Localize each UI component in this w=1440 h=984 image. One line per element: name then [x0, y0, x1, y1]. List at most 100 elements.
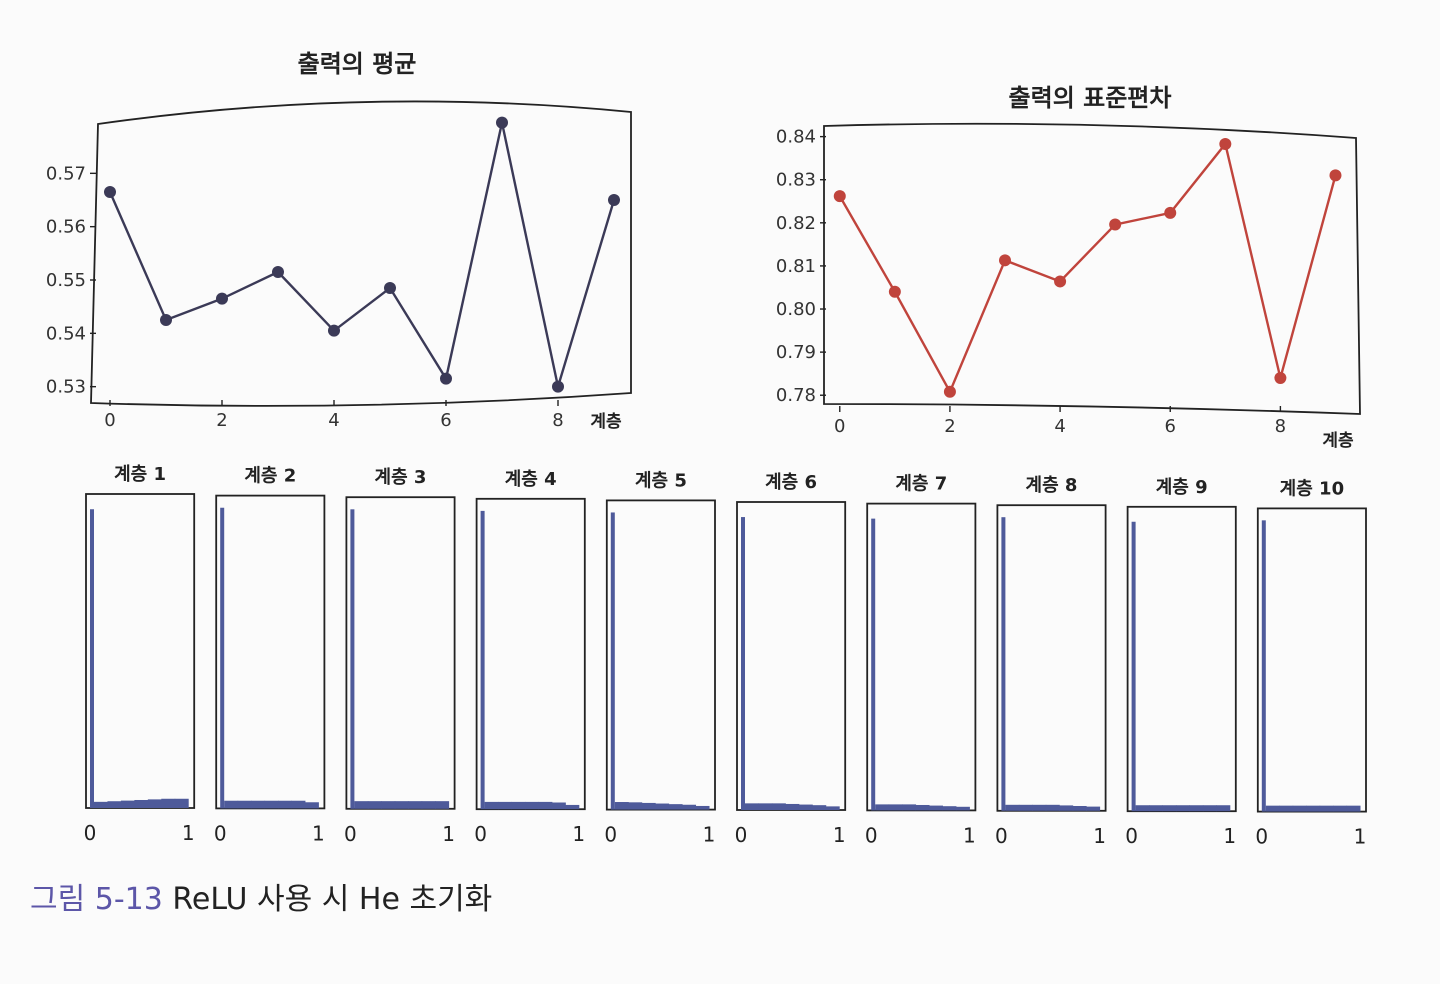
series-line	[108, 122, 616, 388]
histogram-bar	[1135, 805, 1150, 812]
histogram-bar	[291, 800, 306, 809]
data-point	[384, 282, 396, 294]
x-tick-label: 0	[104, 410, 115, 431]
histogram-bar	[1059, 805, 1074, 811]
histogram-title: 계층 3	[375, 467, 427, 488]
histogram-bar	[741, 517, 745, 810]
histogram-bar	[484, 801, 499, 810]
histogram-frame	[605, 499, 716, 811]
histogram-x-tick-label: 1	[1354, 825, 1367, 849]
histogram-bar	[1265, 805, 1280, 812]
histogram-panel: 계층 2 0 1	[214, 466, 326, 845]
histogram-bar	[695, 805, 710, 810]
data-point	[552, 380, 564, 393]
histogram-bar	[220, 507, 225, 809]
data-point	[833, 190, 846, 203]
histogram-x-tick-label: 1	[1223, 824, 1236, 848]
histogram-panel: 계층 6 0 1	[735, 472, 847, 847]
histogram-bar	[350, 509, 355, 809]
histogram-bar	[1216, 805, 1231, 812]
histogram-title: 계층 10	[1280, 478, 1344, 499]
histogram-bar	[498, 801, 513, 810]
histogram-bar	[1175, 805, 1190, 812]
histogram-x-tick-label: 0	[474, 822, 487, 846]
histogram-bar	[381, 801, 396, 809]
histogram-frame	[215, 494, 326, 810]
data-point	[216, 292, 228, 305]
histogram-bar	[1306, 805, 1321, 812]
data-point	[496, 116, 508, 129]
histogram-x-tick-label: 1	[833, 823, 846, 847]
histogram-x-tick-label: 1	[442, 822, 455, 846]
data-point	[1274, 371, 1287, 384]
histogram-x-tick-label: 0	[1125, 824, 1138, 848]
figure-caption: 그림 5-13 ReLU 사용 시 He 초기화	[30, 874, 492, 918]
histogram-bar	[1149, 805, 1164, 812]
histogram-bar	[1319, 805, 1334, 812]
y-tick-label: 0.81	[776, 256, 816, 277]
histogram-bar	[120, 800, 135, 808]
data-point	[1329, 169, 1342, 182]
histogram-bar	[1131, 521, 1136, 812]
histogram-x-tick-label: 0	[995, 824, 1008, 848]
y-tick-label: 0.53	[46, 377, 86, 398]
histogram-bar	[785, 803, 800, 810]
histogram-panel: 계층 7 0 1	[865, 474, 977, 847]
histogram-x-tick-label: 0	[604, 823, 617, 847]
histogram-bar	[1292, 805, 1307, 812]
histogram-panel: 계층 3 0 1	[344, 467, 456, 846]
histogram-bar	[745, 803, 759, 810]
histogram-bar	[875, 804, 890, 811]
data-point	[608, 194, 620, 206]
histogram-bar	[524, 801, 539, 810]
histogram-bar	[929, 805, 943, 811]
histogram-bar	[1072, 806, 1087, 811]
y-tick-label: 0.55	[46, 270, 86, 291]
mean-line-chart: 출력의 평균 0.53 0.54 0.55 0.56 0.57 0 2 4 6 8 계층	[46, 50, 632, 432]
histogram-x-tick-label: 0	[344, 822, 357, 846]
histogram-x-tick-label: 1	[963, 823, 976, 847]
histogram-bar	[1261, 520, 1266, 812]
histogram-frame	[1126, 505, 1237, 813]
histogram-bar	[888, 804, 903, 811]
histogram-frame	[85, 493, 196, 809]
mean-chart-title: 출력의 평균	[298, 50, 417, 78]
histogram-bar	[1005, 804, 1020, 811]
histogram-title: 계층 4	[505, 469, 557, 490]
figure-number: 그림 5-13	[30, 882, 163, 917]
histogram-bar	[1018, 804, 1033, 811]
histogram-bar	[354, 801, 369, 809]
histogram-title: 계층 9	[1156, 477, 1208, 498]
data-point	[1219, 137, 1232, 150]
histogram-bar	[682, 804, 697, 810]
histogram-bar	[94, 801, 108, 808]
histogram-frame	[866, 502, 977, 812]
data-point	[440, 372, 452, 385]
histogram-x-tick-label: 0	[84, 821, 97, 845]
histogram-x-tick-label: 1	[703, 823, 716, 847]
std-chart-frame	[823, 122, 1361, 415]
histogram-bar	[902, 804, 917, 811]
x-tick-label: 6	[1165, 416, 1176, 437]
histogram-title: 계층 1	[114, 464, 166, 485]
histogram-bar	[871, 518, 876, 811]
activation-histograms: 계층 10 1계층 20 1계층 30 1계층 40 1계층 50 1계층 60 1계층 7…	[84, 464, 1367, 849]
histogram-bar	[408, 801, 423, 809]
x-tick-label: 2	[944, 416, 955, 437]
histogram-x-tick-label: 1	[182, 821, 195, 845]
data-point	[272, 266, 284, 278]
histogram-bar	[771, 803, 786, 810]
histogram-bar	[90, 509, 94, 808]
data-point	[104, 186, 116, 198]
x-tick-label: 8	[1275, 416, 1286, 437]
data-point	[328, 324, 340, 337]
y-tick-label: 0.54	[46, 323, 86, 344]
histogram-frame	[736, 501, 847, 811]
histogram-bar	[1333, 805, 1348, 812]
histogram-title: 계층 7	[895, 474, 947, 495]
histogram-x-tick-label: 0	[735, 823, 748, 847]
data-point	[888, 285, 901, 298]
data-point	[1164, 206, 1177, 219]
histogram-bar	[655, 803, 670, 810]
std-chart-title: 출력의 표준편차	[1009, 84, 1172, 112]
